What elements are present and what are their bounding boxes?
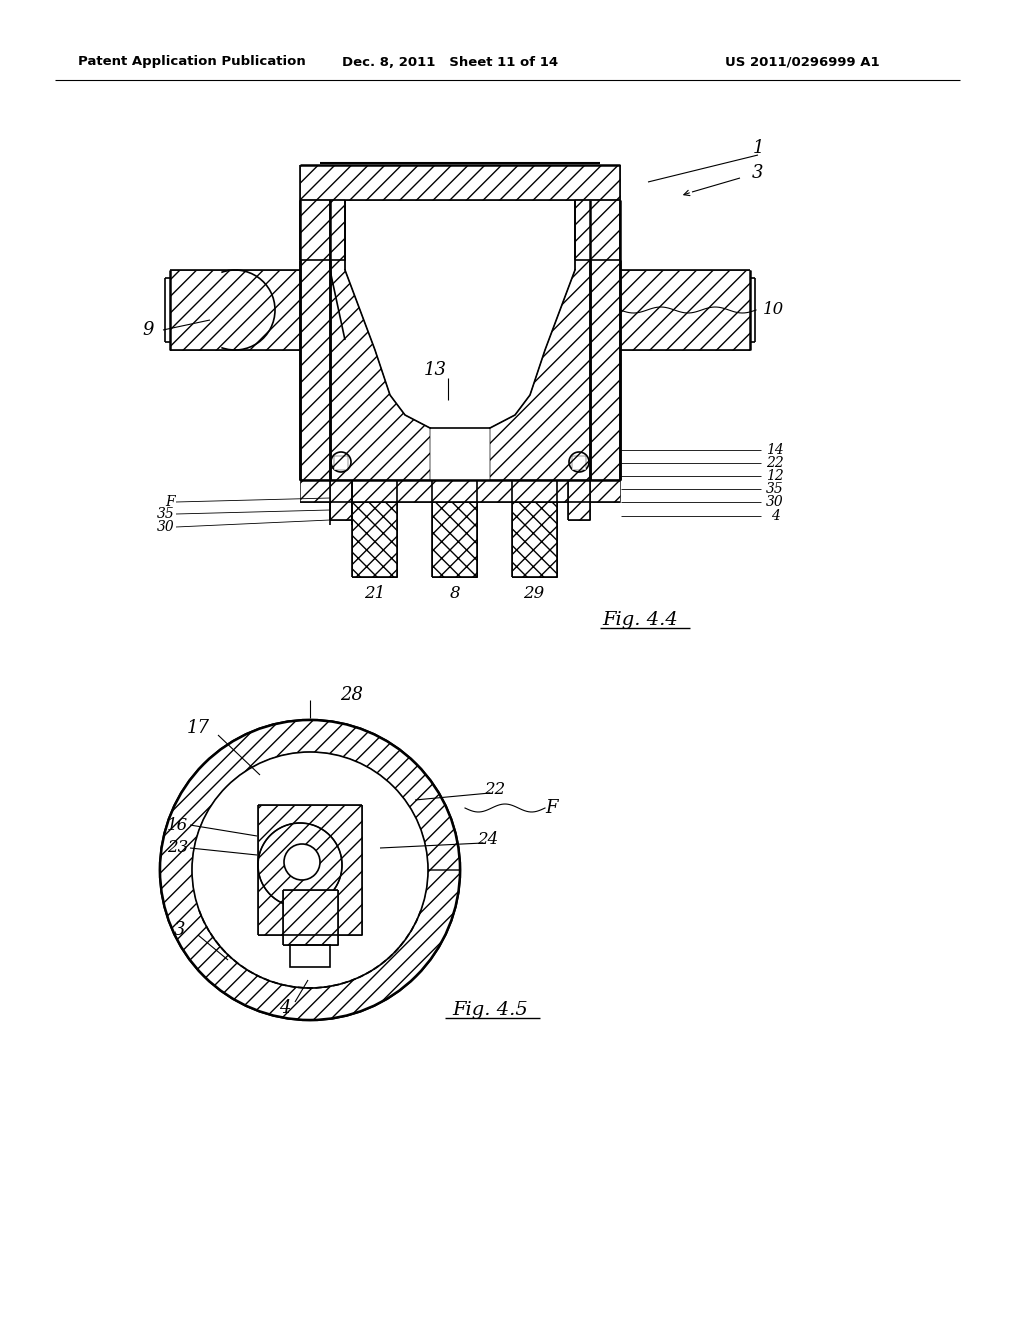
Bar bbox=[334, 455, 348, 470]
Text: 24: 24 bbox=[477, 832, 499, 849]
Text: 30: 30 bbox=[766, 495, 784, 510]
Text: Dec. 8, 2011   Sheet 11 of 14: Dec. 8, 2011 Sheet 11 of 14 bbox=[342, 55, 558, 69]
Text: 4: 4 bbox=[280, 999, 291, 1016]
Text: 16: 16 bbox=[167, 817, 188, 833]
Text: 23: 23 bbox=[167, 840, 188, 857]
Bar bbox=[300, 260, 330, 480]
Bar bbox=[170, 271, 300, 350]
Bar bbox=[352, 502, 397, 577]
Text: 28: 28 bbox=[341, 686, 364, 704]
Bar bbox=[330, 480, 352, 520]
Bar bbox=[575, 201, 620, 260]
Bar bbox=[300, 201, 345, 260]
Text: 29: 29 bbox=[523, 586, 545, 602]
Polygon shape bbox=[160, 719, 460, 1020]
Polygon shape bbox=[258, 822, 342, 907]
Text: Fig. 4.4: Fig. 4.4 bbox=[602, 611, 678, 630]
Bar bbox=[590, 260, 620, 480]
Bar bbox=[283, 890, 338, 945]
Circle shape bbox=[193, 752, 428, 987]
Bar bbox=[300, 480, 620, 502]
Text: 3: 3 bbox=[753, 164, 764, 182]
Text: 17: 17 bbox=[186, 719, 210, 737]
Circle shape bbox=[284, 843, 319, 880]
Bar bbox=[620, 271, 750, 350]
Text: 22: 22 bbox=[766, 455, 784, 470]
Text: 30: 30 bbox=[158, 520, 175, 535]
Text: 35: 35 bbox=[766, 482, 784, 496]
Text: 3: 3 bbox=[174, 921, 185, 939]
Bar bbox=[568, 480, 590, 520]
Bar bbox=[432, 502, 477, 577]
Text: 22: 22 bbox=[484, 781, 506, 799]
Polygon shape bbox=[490, 201, 620, 480]
Bar bbox=[258, 805, 362, 935]
Text: 4: 4 bbox=[771, 510, 779, 523]
Text: F: F bbox=[165, 495, 175, 510]
Text: Patent Application Publication: Patent Application Publication bbox=[78, 55, 306, 69]
Bar bbox=[300, 165, 620, 201]
Text: 9: 9 bbox=[142, 321, 154, 339]
Bar bbox=[572, 455, 586, 470]
Text: US 2011/0296999 A1: US 2011/0296999 A1 bbox=[725, 55, 880, 69]
Circle shape bbox=[160, 719, 460, 1020]
Text: F: F bbox=[546, 799, 558, 817]
Text: 1: 1 bbox=[753, 139, 764, 157]
Text: 12: 12 bbox=[766, 469, 784, 483]
Bar bbox=[290, 945, 330, 968]
Bar bbox=[512, 502, 557, 577]
Text: 35: 35 bbox=[158, 507, 175, 521]
Text: 14: 14 bbox=[766, 444, 784, 457]
Polygon shape bbox=[300, 201, 430, 480]
Text: 21: 21 bbox=[365, 586, 386, 602]
Text: 13: 13 bbox=[424, 360, 446, 379]
Text: Fig. 4.5: Fig. 4.5 bbox=[453, 1001, 528, 1019]
Text: 10: 10 bbox=[763, 301, 783, 318]
Text: 8: 8 bbox=[450, 586, 461, 602]
